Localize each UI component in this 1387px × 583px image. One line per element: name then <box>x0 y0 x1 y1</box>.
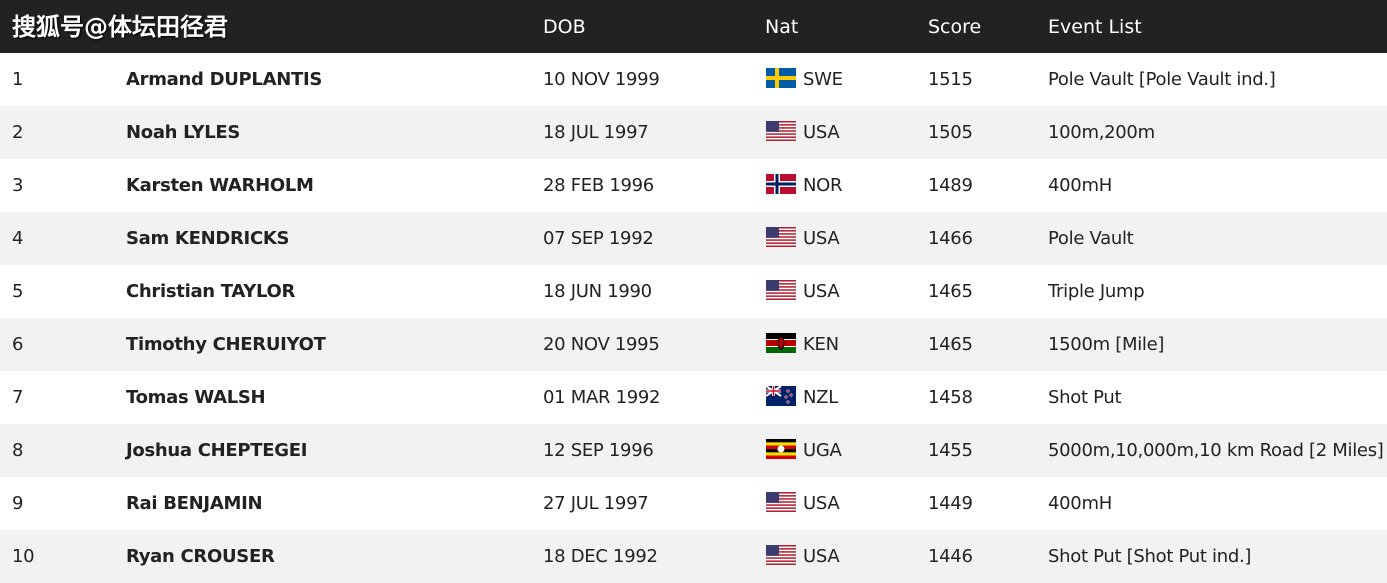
flag-icon <box>766 68 796 92</box>
table-row: 8 Joshua CHEPTEGEI 12 SEP 1996 UGA 1455 5000m… <box>0 424 1387 477</box>
date-of-birth: 20 NOV 1995 <box>543 334 660 355</box>
column-header: DOB <box>543 16 586 38</box>
event-list: Pole Vault [Pole Vault ind.] <box>1048 69 1276 90</box>
athlete-name: Armand DUPLANTIS <box>126 69 323 90</box>
flag-icon <box>766 545 796 569</box>
event-list: Shot Put <box>1048 387 1122 408</box>
table-row: 9 Rai BENJAMIN 27 JUL 1997 USA 1449 400mH <box>0 477 1387 530</box>
score: 1465 <box>928 334 973 355</box>
date-of-birth: 18 DEC 1992 <box>543 546 658 567</box>
rank: 9 <box>12 493 24 514</box>
table-row: 10 Ryan CROUSER 18 DEC 1992 USA 1446 Shot Put… <box>0 530 1387 583</box>
rank: 1 <box>12 69 24 90</box>
nationality: NZL <box>803 387 838 408</box>
column-header: Event List <box>1048 16 1142 38</box>
score: 1455 <box>928 440 973 461</box>
rank: 5 <box>12 281 24 302</box>
event-list: 400mH <box>1048 493 1112 514</box>
nationality: USA <box>803 228 840 249</box>
date-of-birth: 28 FEB 1996 <box>543 175 654 196</box>
table-row: 5 Christian TAYLOR 18 JUN 1990 USA 1465 Tripl… <box>0 265 1387 318</box>
score: 1449 <box>928 493 973 514</box>
table-row: 4 Sam KENDRICKS 07 SEP 1992 USA 1466 Pole Vau… <box>0 212 1387 265</box>
watermark: 搜狐号@体坛田径君 <box>12 13 228 41</box>
event-list: 100m,200m <box>1048 122 1155 143</box>
athlete-name: Rai BENJAMIN <box>126 493 263 514</box>
score: 1505 <box>928 122 973 143</box>
nationality: USA <box>803 493 840 514</box>
score: 1458 <box>928 387 973 408</box>
rank: 10 <box>12 546 35 567</box>
event-list: Triple Jump <box>1048 281 1145 302</box>
event-list: 5000m,10,000m,10 km Road [2 Miles] <box>1048 440 1384 461</box>
rank: 7 <box>12 387 24 408</box>
score: 1489 <box>928 175 973 196</box>
athlete-name: Karsten WARHOLM <box>126 175 314 196</box>
flag-icon <box>766 492 796 516</box>
table-header: 搜狐号@体坛田径君 DOB Nat Score Event List <box>0 0 1387 53</box>
table-row: 1 Armand DUPLANTIS 10 NOV 1999 SWE 1515 Pole … <box>0 53 1387 106</box>
score: 1465 <box>928 281 973 302</box>
date-of-birth: 12 SEP 1996 <box>543 440 654 461</box>
column-header: Nat <box>765 16 799 38</box>
flag-icon <box>766 439 796 463</box>
nationality: NOR <box>803 175 843 196</box>
event-list: 1500m [Mile] <box>1048 334 1165 355</box>
athlete-name: Ryan CROUSER <box>126 546 275 567</box>
rank: 8 <box>12 440 24 461</box>
date-of-birth: 01 MAR 1992 <box>543 387 661 408</box>
rank: 3 <box>12 175 24 196</box>
table-row: 7 Tomas WALSH 01 MAR 1992 NZL 1458 Shot Put <box>0 371 1387 424</box>
athlete-name: Sam KENDRICKS <box>126 228 290 249</box>
table-row: 2 Noah LYLES 18 JUL 1997 USA 1505 100m,200m <box>0 106 1387 159</box>
date-of-birth: 10 NOV 1999 <box>543 69 660 90</box>
rank: 2 <box>12 122 24 143</box>
athlete-name: Tomas WALSH <box>126 387 266 408</box>
flag-icon <box>766 121 796 145</box>
score: 1446 <box>928 546 973 567</box>
column-header: Score <box>928 16 982 38</box>
score: 1515 <box>928 69 973 90</box>
event-list: Pole Vault <box>1048 228 1134 249</box>
score: 1466 <box>928 228 973 249</box>
athlete-name: Timothy CHERUIYOT <box>126 334 326 355</box>
rank: 4 <box>12 228 24 249</box>
nationality: SWE <box>803 69 843 90</box>
flag-icon <box>765 385 796 410</box>
nationality: USA <box>803 122 840 143</box>
nationality: USA <box>803 546 840 567</box>
flag-icon <box>766 174 796 198</box>
table-row: 6 Timothy CHERUIYOT 20 NOV 1995 KEN 1465 1500… <box>0 318 1387 371</box>
athlete-name: Joshua CHEPTEGEI <box>126 440 308 461</box>
date-of-birth: 07 SEP 1992 <box>543 228 654 249</box>
date-of-birth: 18 JUL 1997 <box>543 122 649 143</box>
table-row: 3 Karsten WARHOLM 28 FEB 1996 NOR 1489 400mH <box>0 159 1387 212</box>
rank: 6 <box>12 334 24 355</box>
flag-icon <box>766 227 796 251</box>
date-of-birth: 18 JUN 1990 <box>543 281 652 302</box>
nationality: USA <box>803 281 840 302</box>
event-list: Shot Put [Shot Put ind.] <box>1048 546 1252 567</box>
date-of-birth: 27 JUL 1997 <box>543 493 649 514</box>
athlete-name: Noah LYLES <box>126 122 241 143</box>
event-list: 400mH <box>1048 175 1112 196</box>
athlete-name: Christian TAYLOR <box>126 281 296 302</box>
nationality: UGA <box>803 440 842 461</box>
flag-icon <box>766 333 796 357</box>
flag-icon <box>766 280 796 304</box>
nationality: KEN <box>803 334 839 355</box>
